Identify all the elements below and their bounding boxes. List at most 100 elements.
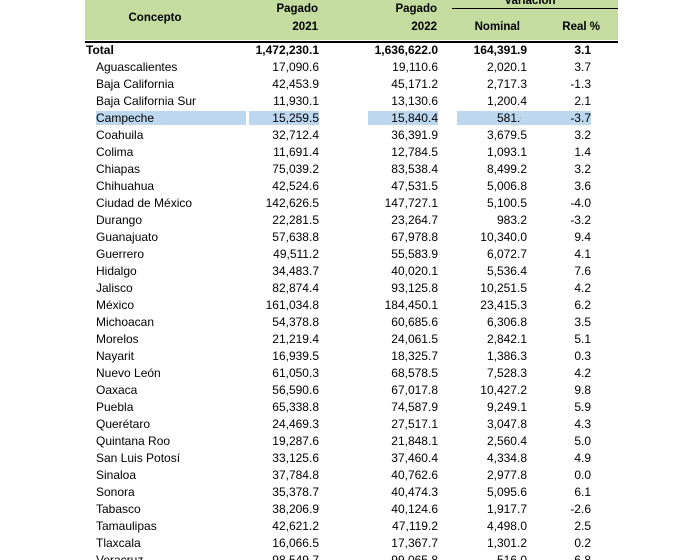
cell: 19,287.6	[272, 434, 319, 448]
cell: Michoacan	[96, 315, 155, 329]
cell: Durango	[96, 213, 143, 227]
cell: 2,560.4	[486, 434, 527, 448]
cell: 3,679.5	[486, 128, 527, 142]
cell: Chihuahua	[96, 179, 155, 193]
header-real: Real %	[562, 21, 600, 33]
cell: 3,047.8	[486, 417, 527, 431]
cell: 42,453.9	[272, 77, 319, 91]
cell: Tlaxcala	[96, 536, 141, 550]
cell: 61,050.3	[272, 366, 319, 380]
cell: 21,219.4	[272, 332, 319, 346]
cell: Total	[86, 43, 114, 57]
cell: 36,391.9	[391, 128, 438, 142]
cell: -6.8	[570, 553, 591, 560]
cell: Guanajuato	[96, 230, 159, 244]
cell: 19,110.6	[392, 60, 438, 74]
cell: 164,391.9	[473, 43, 527, 57]
cell: Sinaloa	[96, 468, 137, 482]
cell: 56,590.6	[272, 383, 319, 397]
cell: 23,264.7	[391, 213, 438, 227]
cell: 40,474.3	[391, 485, 438, 499]
cell: 45,171.2	[391, 77, 438, 91]
cell: 60,685.6	[391, 315, 438, 329]
cell: Colima	[96, 145, 134, 159]
cell: 0.0	[574, 468, 591, 482]
cell: Jalisco	[96, 281, 133, 295]
cell: 6,072.7	[486, 247, 527, 261]
cell: 67,017.8	[391, 383, 438, 397]
cell: Tamaulipas	[96, 519, 157, 533]
cell: -2.6	[570, 502, 591, 516]
cell: 6,306.8	[486, 315, 527, 329]
variacion-rule	[452, 8, 618, 9]
cell: 22,281.5	[272, 213, 319, 227]
cell: 5,095.6	[486, 485, 527, 499]
cell: Querétaro	[96, 417, 151, 431]
cell: 2,020.1	[486, 60, 527, 74]
cell: 17,090.6	[272, 60, 319, 74]
cell: Guerrero	[96, 247, 145, 261]
cell: 74,587.9	[391, 400, 438, 414]
cell: 10,251.5	[480, 281, 527, 295]
cell: 38,206.9	[272, 502, 319, 516]
cell: Chiapas	[96, 162, 141, 176]
cell: Veracruz	[96, 553, 144, 560]
cell: 7,528.3	[486, 366, 527, 380]
cell: 142,626.5	[265, 196, 319, 210]
cell: 4.3	[574, 417, 591, 431]
header-year: 2022	[411, 21, 437, 33]
cell: Puebla	[96, 400, 134, 414]
cell: 11,930.1	[273, 94, 319, 108]
cell: 2,717.3	[486, 77, 527, 91]
cell: Quintana Roo	[96, 434, 171, 448]
cell: 3.6	[574, 179, 591, 193]
cell: 9,249.1	[486, 400, 527, 414]
cell: 8,499.2	[486, 162, 527, 176]
cell: 16,066.5	[272, 536, 319, 550]
cell: 42,621.2	[272, 519, 319, 533]
cell: 35,378.7	[272, 485, 319, 499]
cell: 5,100.5	[486, 196, 527, 210]
cell: 33,125.6	[272, 451, 319, 465]
cell: 83,538.4	[391, 162, 438, 176]
cell: 6.2	[574, 298, 591, 312]
cell: 1,917.7	[486, 502, 527, 516]
cell: Oaxaca	[96, 383, 138, 397]
cell: Sonora	[96, 485, 135, 499]
cell: 2.5	[574, 519, 591, 533]
cell: 93,125.8	[391, 281, 438, 295]
cell: San Luis Potosí	[96, 451, 181, 465]
cell: 47,119.2	[392, 519, 438, 533]
cell: 1,093.1	[486, 145, 527, 159]
cell: 3.1	[574, 43, 591, 57]
cell: Nuevo León	[96, 366, 161, 380]
header-nominal: Nominal	[474, 21, 520, 33]
cell: 37,784.8	[272, 468, 319, 482]
cell: 49,511.2	[273, 247, 319, 261]
cell: 3.7	[574, 60, 591, 74]
cell: 15,840.4	[368, 111, 438, 125]
cell: 147,727.1	[384, 196, 438, 210]
cell: 18,325.7	[391, 349, 438, 363]
cell: -1.3	[570, 77, 591, 91]
cell: 2,977.8	[486, 468, 527, 482]
cell: 3.5	[574, 315, 591, 329]
cell: 4.2	[574, 281, 591, 295]
cell: 32,712.4	[272, 128, 319, 142]
cell: -3.2	[570, 213, 591, 227]
cell: 67,978.8	[391, 230, 438, 244]
cell: 75,039.2	[272, 162, 319, 176]
cell: 17,367.7	[391, 536, 438, 550]
cell: Baja California Sur	[96, 94, 197, 108]
header-year: 2021	[292, 21, 318, 33]
cell: Nayarit	[96, 349, 135, 363]
cell: 5.9	[574, 400, 591, 414]
cell: 4.1	[574, 247, 591, 261]
header-pagado: Pagado	[276, 3, 318, 15]
cell: 98,549.7	[272, 553, 319, 560]
cell: 4,334.8	[486, 451, 527, 465]
cell: 5,006.8	[486, 179, 527, 193]
cell: 82,874.4	[272, 281, 319, 295]
cell: 0.3	[574, 349, 591, 363]
cell: 54,378.8	[272, 315, 319, 329]
